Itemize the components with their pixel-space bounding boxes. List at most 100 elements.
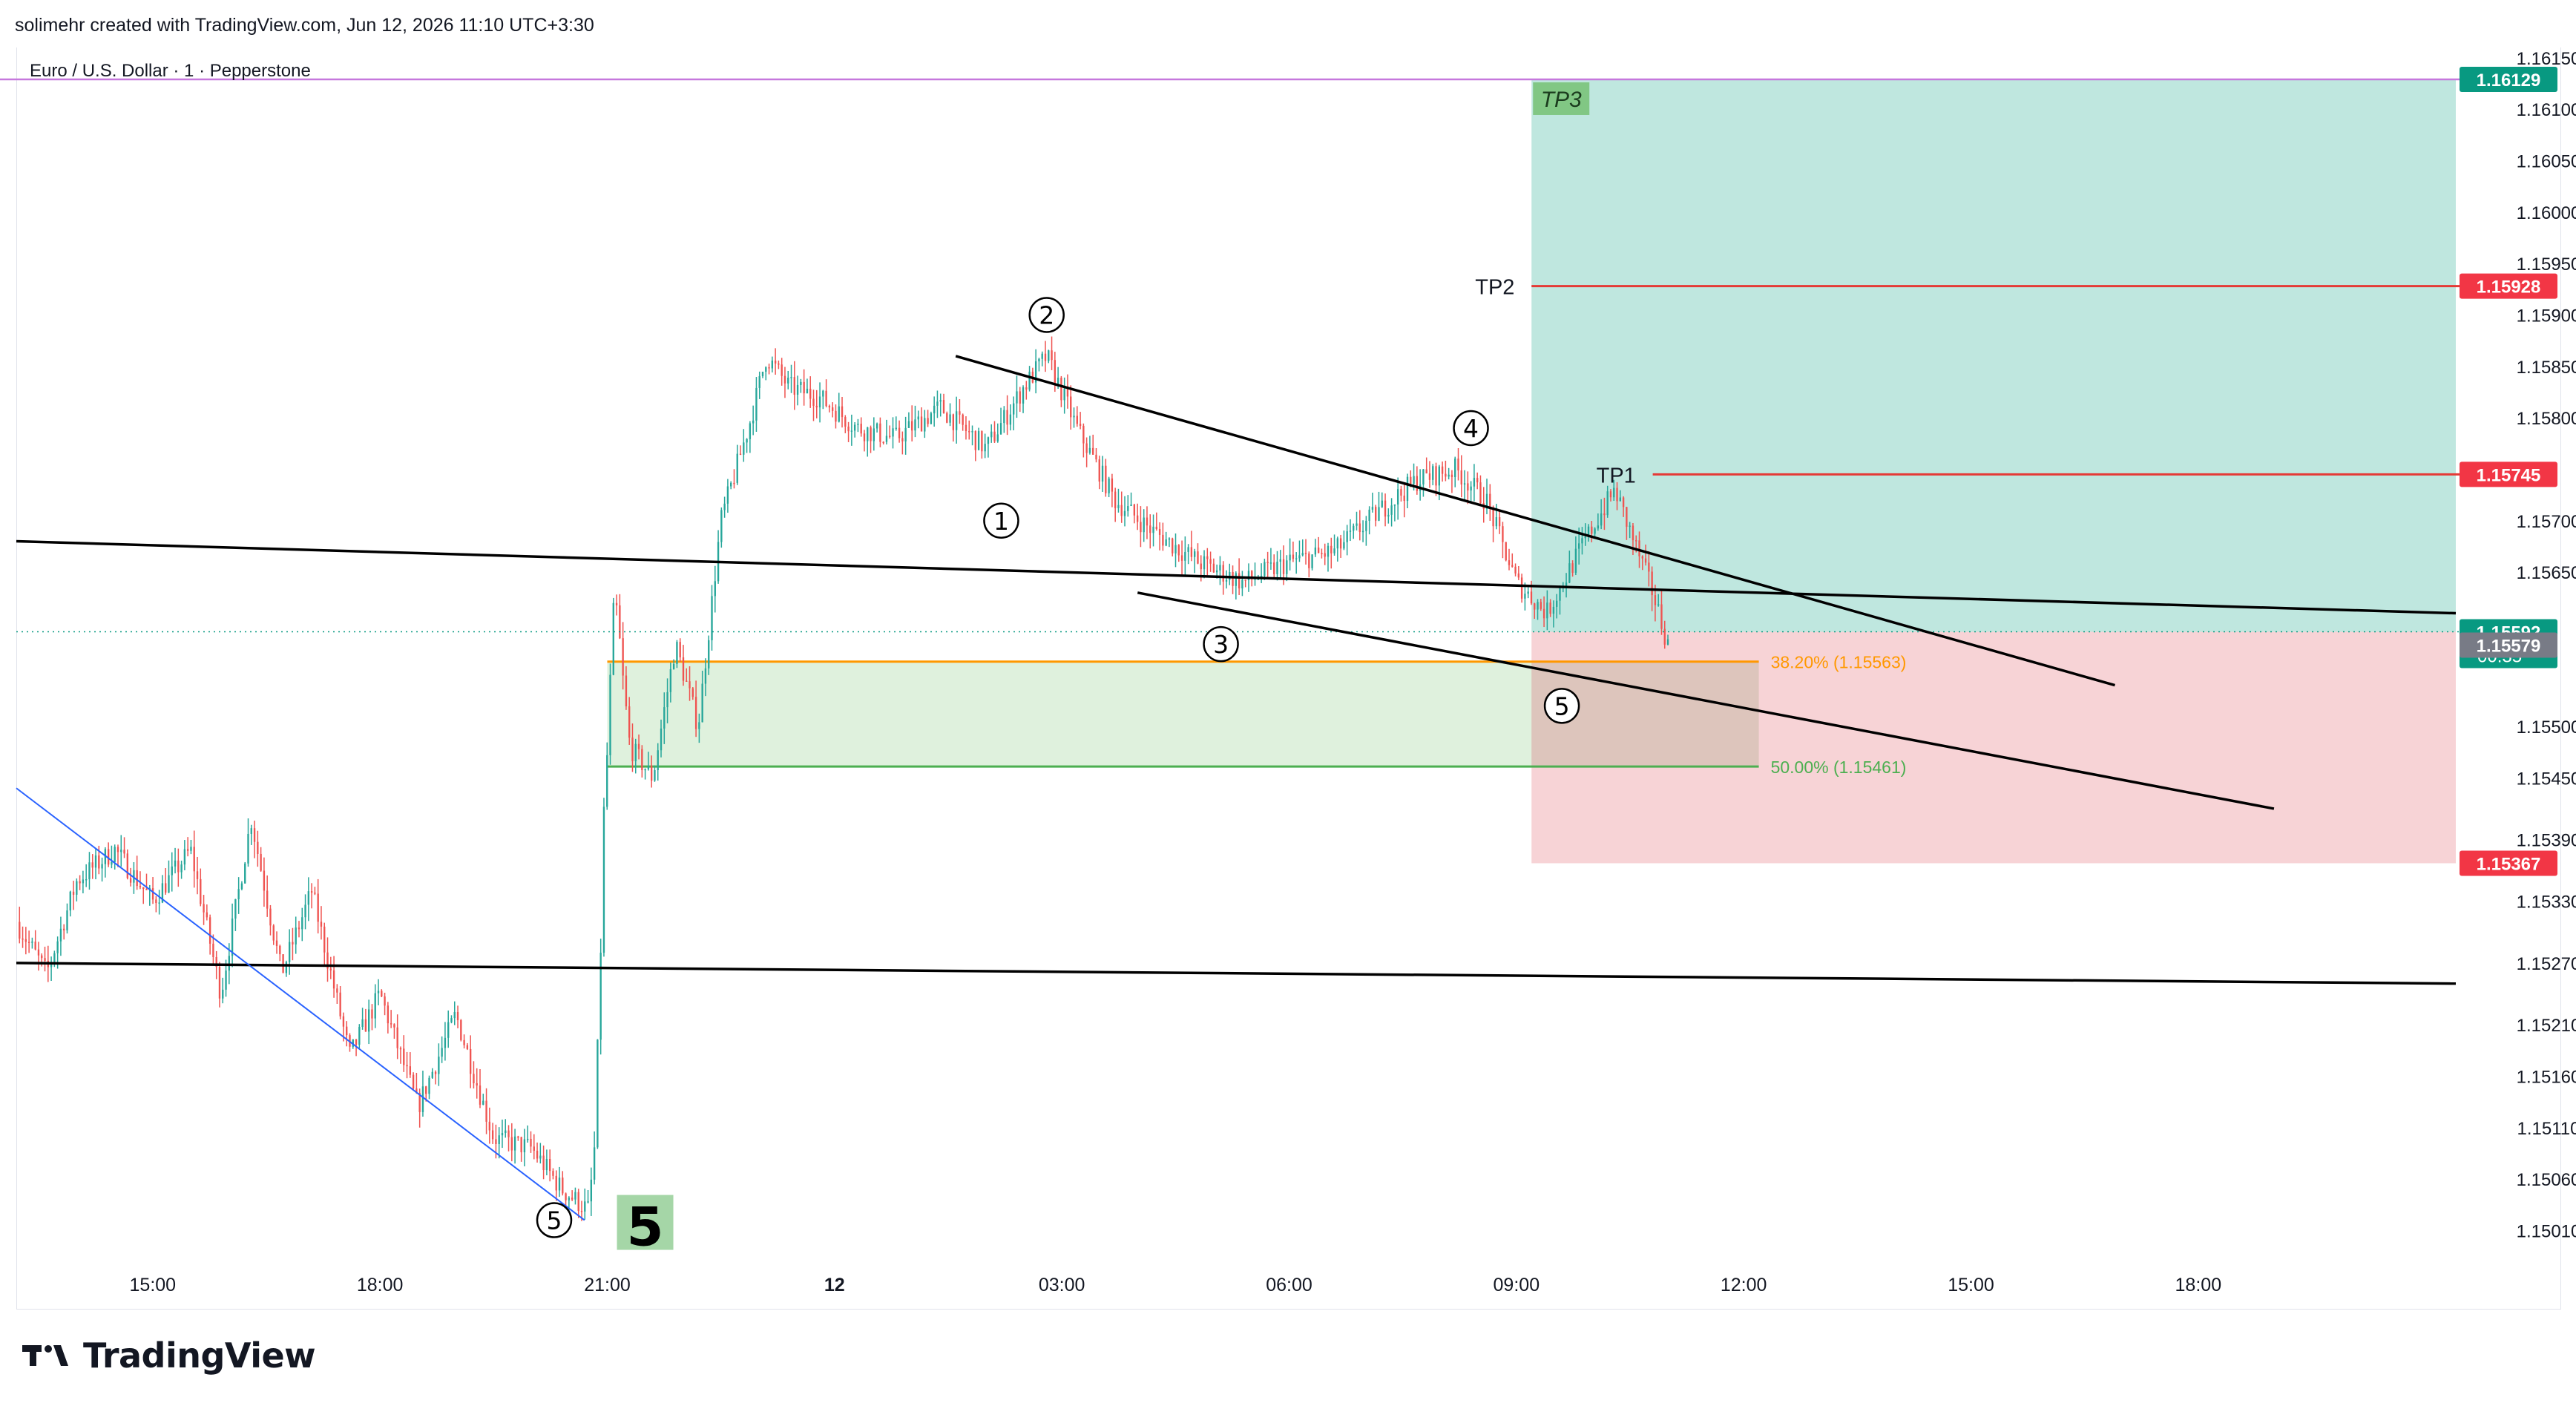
tradingview-logo[interactable]: TradingView bbox=[21, 1336, 316, 1376]
candle-body bbox=[1467, 483, 1469, 491]
y-tick-label: 1.15900 bbox=[2517, 306, 2576, 326]
candle-body bbox=[1648, 562, 1650, 572]
candle-body bbox=[234, 899, 237, 919]
y-tick-label: 1.16000 bbox=[2517, 203, 2576, 223]
candle-body bbox=[882, 441, 884, 444]
candle-body bbox=[1454, 459, 1456, 478]
candle-body bbox=[1324, 553, 1326, 557]
candle-body bbox=[1448, 474, 1450, 477]
candle-body bbox=[307, 891, 310, 905]
candle-body bbox=[314, 893, 316, 894]
candle-body bbox=[139, 886, 142, 887]
y-tick-label: 1.15450 bbox=[2517, 769, 2576, 789]
candle-body bbox=[1314, 547, 1317, 555]
candle-body bbox=[275, 940, 278, 946]
candle-body bbox=[1098, 459, 1100, 482]
candle-body bbox=[1565, 582, 1568, 587]
candle-body bbox=[488, 1121, 491, 1131]
candle-body bbox=[1232, 571, 1234, 586]
candle-body bbox=[1349, 530, 1352, 532]
candle-body bbox=[787, 378, 789, 384]
candle-body bbox=[59, 928, 62, 942]
candle-body bbox=[1212, 563, 1215, 573]
candle-body bbox=[549, 1159, 551, 1172]
candle-body bbox=[1292, 554, 1295, 559]
candle-body bbox=[831, 407, 834, 411]
candle-body bbox=[895, 427, 897, 430]
candle-body bbox=[1016, 391, 1018, 404]
candle-body bbox=[114, 847, 116, 862]
candle-body bbox=[1597, 525, 1600, 529]
candle-body bbox=[196, 871, 199, 879]
candle-body bbox=[1629, 525, 1631, 527]
candle-body bbox=[863, 433, 866, 441]
instrument-title[interactable]: Euro / U.S. Dollar · 1 · Pepperstone bbox=[30, 61, 311, 81]
candle-body bbox=[768, 367, 770, 369]
candle-body bbox=[1247, 571, 1250, 580]
candle-body bbox=[469, 1048, 472, 1074]
y-tick-label: 1.16050 bbox=[2517, 152, 2576, 172]
candle-body bbox=[384, 996, 386, 1006]
candle-body bbox=[361, 1019, 364, 1028]
y-tick-label: 1.16100 bbox=[2517, 100, 2576, 120]
candle-body bbox=[1177, 545, 1180, 556]
candle-body bbox=[1165, 539, 1167, 546]
candle-body bbox=[1473, 478, 1476, 487]
candle-body bbox=[485, 1100, 487, 1122]
candle-body bbox=[679, 642, 681, 657]
candle-body bbox=[1241, 579, 1243, 589]
candle-body bbox=[434, 1071, 437, 1074]
candle-body bbox=[1498, 517, 1501, 527]
candle-body bbox=[800, 381, 802, 385]
candle-body bbox=[1235, 573, 1238, 586]
candle-body bbox=[1606, 491, 1609, 516]
candle-body bbox=[523, 1139, 526, 1153]
candle-body bbox=[317, 893, 319, 922]
candle-body bbox=[946, 413, 948, 423]
candle-body bbox=[1441, 466, 1444, 474]
candle-body bbox=[977, 431, 980, 450]
candle-body bbox=[733, 482, 735, 484]
candle-body bbox=[342, 1016, 345, 1027]
candle-body bbox=[450, 1018, 453, 1022]
candle-body bbox=[971, 431, 973, 433]
y-tick-label: 1.15700 bbox=[2517, 512, 2576, 532]
candle-body bbox=[447, 1022, 450, 1038]
y-tick-label: 1.15210 bbox=[2517, 1016, 2576, 1036]
candle-body bbox=[428, 1077, 430, 1094]
candle-body bbox=[542, 1155, 545, 1171]
candle-body bbox=[599, 953, 602, 1040]
candle-body bbox=[1432, 466, 1434, 480]
candle-body bbox=[904, 427, 907, 441]
candle-body bbox=[571, 1198, 574, 1200]
candle-body bbox=[282, 954, 284, 973]
candle-body bbox=[1343, 542, 1345, 549]
candle-body bbox=[301, 917, 303, 930]
candle-body bbox=[545, 1159, 548, 1171]
price-badge bbox=[2460, 461, 2557, 487]
y-tick-label: 1.15800 bbox=[2517, 409, 2576, 429]
candle-body bbox=[1184, 551, 1186, 561]
candle-body bbox=[1330, 545, 1333, 553]
wave-label-3: 3 bbox=[1213, 630, 1229, 659]
candle-body bbox=[631, 738, 634, 761]
candle-body bbox=[555, 1175, 557, 1191]
candle-body bbox=[746, 438, 748, 443]
candle-body bbox=[609, 674, 611, 755]
candle-body bbox=[606, 755, 608, 807]
candle-body bbox=[672, 663, 675, 669]
candle-body bbox=[358, 1027, 361, 1045]
price-badge bbox=[2460, 850, 2557, 876]
candle-body bbox=[1044, 353, 1047, 361]
candle-body bbox=[507, 1130, 510, 1137]
candle-body bbox=[336, 988, 338, 993]
candle-body bbox=[101, 864, 103, 869]
candle-body bbox=[1619, 497, 1622, 502]
candle-body bbox=[1276, 562, 1278, 574]
candle-body bbox=[1155, 526, 1157, 529]
wave-label-circle bbox=[1203, 625, 1239, 663]
x-tick-label: 18:00 bbox=[2175, 1275, 2222, 1295]
candle-body bbox=[171, 866, 173, 876]
candle-body bbox=[1279, 559, 1281, 562]
